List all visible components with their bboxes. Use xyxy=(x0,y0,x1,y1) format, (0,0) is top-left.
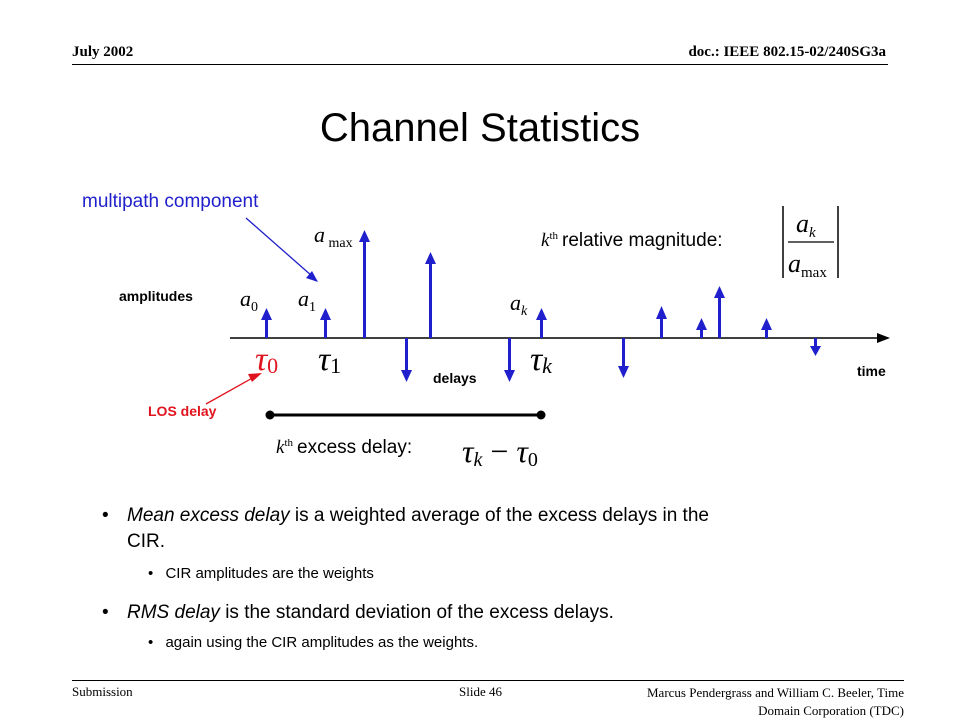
impulse-neg-1 xyxy=(401,338,412,382)
delays-label: delays xyxy=(433,370,477,386)
kth-th: th xyxy=(549,230,558,242)
footer-rule xyxy=(72,680,904,681)
bullet-dot-1: • xyxy=(102,505,109,526)
multipath-component-label: multipath component xyxy=(82,191,259,212)
svg-text:ak: ak xyxy=(796,209,816,241)
footer-authors-line2: Domain Corporation (TDC) xyxy=(758,703,904,718)
footer-authors-line1: Marcus Pendergrass and William C. Beeler… xyxy=(647,685,904,700)
footer-slide-number: Slide 46 xyxy=(459,684,502,699)
footer-authors: Marcus Pendergrass and William C. Beeler… xyxy=(647,684,904,720)
label-ak: ak xyxy=(510,290,528,319)
multipath-callout-arrow xyxy=(245,217,318,282)
bullet-2-text: is the standard deviation of the excess … xyxy=(219,602,614,623)
impulse-neg-3 xyxy=(618,338,629,378)
impulse-a0 xyxy=(261,308,272,338)
relative-magnitude-formula: ak amax xyxy=(782,206,839,281)
sub-bullet-dot-2: • xyxy=(148,634,154,651)
time-axis xyxy=(230,333,890,343)
relative-magnitude-text: relative magnitude: xyxy=(562,230,723,251)
excess-delay-caption: kth excess delay: xyxy=(276,437,412,459)
bullet-1-text: is a weighted average of the excess dela… xyxy=(289,505,709,526)
sub-bullet-2-text: again using the CIR amplitudes as the we… xyxy=(165,634,479,651)
bullet-1: • Mean excess delay is a weighted averag… xyxy=(102,503,895,555)
label-a1: a1 xyxy=(298,286,316,315)
footer-submission: Submission xyxy=(72,684,133,699)
time-label: time xyxy=(857,363,886,379)
bullet-1-italic: Mean excess delay xyxy=(127,505,290,526)
impulse-10 xyxy=(714,286,725,338)
slide-title: Channel Statistics xyxy=(319,106,641,150)
bullet-dot-2: • xyxy=(102,602,109,623)
label-tauk: τk xyxy=(530,341,553,378)
relative-magnitude-caption: kth relative magnitude: xyxy=(541,230,723,252)
impulse-4 xyxy=(425,252,436,338)
excess-delay-formula: τk − τ0 xyxy=(462,433,538,471)
header-doc-id: doc.: IEEE 802.15-02/240SG3a xyxy=(688,44,886,60)
cir-diagram: a0 a1 a max ak τ0 τ1 τk τk − τ0 ak amax xyxy=(205,206,890,471)
los-delay-label: LOS delay xyxy=(148,403,217,419)
label-a0: a0 xyxy=(240,286,258,315)
impulse-a1 xyxy=(320,308,331,338)
sub-bullet-1: • CIR amplitudes are the weights xyxy=(148,565,374,582)
impulse-9 xyxy=(696,318,707,338)
excess-delay-text: excess delay: xyxy=(297,437,413,458)
bullet-1-text2: CIR. xyxy=(127,531,165,552)
impulse-neg-4 xyxy=(810,338,821,356)
impulse-11 xyxy=(761,318,772,338)
los-callout-arrow xyxy=(205,373,262,405)
kth-k-2: k xyxy=(276,437,285,458)
amplitudes-label: amplitudes xyxy=(119,288,193,304)
impulse-neg-2 xyxy=(504,338,515,382)
sub-bullet-dot-1: • xyxy=(148,565,154,582)
label-tau1: τ1 xyxy=(318,341,341,378)
impulse-amax xyxy=(359,230,370,338)
kth-th-2: th xyxy=(284,437,293,449)
header-date: July 2002 xyxy=(72,44,134,60)
svg-text:amax: amax xyxy=(788,249,827,281)
header-rule xyxy=(72,64,888,65)
label-amax: a max xyxy=(314,222,353,251)
bullet-2-italic: RMS delay xyxy=(127,602,220,623)
impulse-8 xyxy=(656,306,667,338)
bullet-2: • RMS delay is the standard deviation of… xyxy=(102,600,895,626)
kth-k: k xyxy=(541,230,550,251)
impulse-ak xyxy=(536,308,547,338)
label-tau0: τ0 xyxy=(255,341,278,378)
sub-bullet-2: • again using the CIR amplitudes as the … xyxy=(148,634,478,651)
sub-bullet-1-text: CIR amplitudes are the weights xyxy=(165,565,374,582)
excess-delay-bar xyxy=(265,410,546,420)
